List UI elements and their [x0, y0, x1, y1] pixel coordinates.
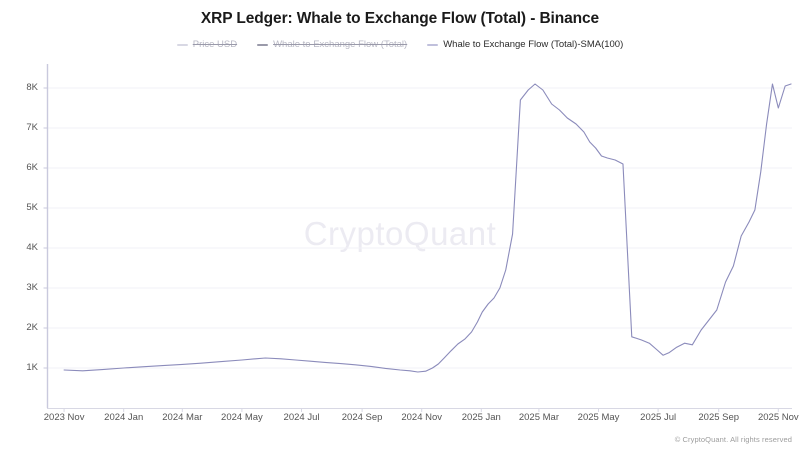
chart-title: XRP Ledger: Whale to Exchange Flow (Tota… — [200, 10, 600, 27]
series-line-whale-flow-sma — [63, 83, 792, 373]
y-axis-tick-label: 5K — [26, 202, 38, 213]
y-axis-tick-label: 7K — [26, 122, 38, 133]
y-axis-tick-label: 8K — [26, 82, 38, 93]
legend-item-price-usd[interactable]: Price USD — [176, 39, 238, 51]
x-axis-tick-label: 2024 Jul — [283, 412, 320, 423]
x-axis-tick-label: 2025 Sep — [698, 412, 740, 423]
x-axis-tick-label: 2024 Nov — [401, 412, 443, 423]
chart-legend: Price USD Whale to Exchange Flow (Total)… — [0, 39, 800, 51]
legend-item-whale-flow[interactable]: Whale to Exchange Flow (Total) — [257, 39, 407, 51]
x-axis-tick-label: 2024 Jan — [104, 412, 144, 423]
y-axis-tick-label: 6K — [26, 162, 38, 173]
y-axis-tick-label: 2K — [26, 322, 38, 333]
x-axis-tick-label: 2025 Mar — [518, 412, 560, 423]
x-axis-tick-label: 2024 Sep — [341, 412, 383, 423]
gridlines — [47, 87, 792, 369]
legend-label-whale-flow: Whale to Exchange Flow (Total) — [273, 39, 408, 50]
legend-item-whale-flow-sma[interactable]: Whale to Exchange Flow (Total)-SMA(100) — [427, 39, 623, 51]
legend-swatch-whale-flow-sma — [427, 44, 439, 46]
x-axis-tick-label: 2024 May — [221, 412, 263, 423]
x-axis-tick-label: 2025 Jan — [461, 412, 501, 423]
copyright-notice: © CryptoQuant. All rights reserved — [674, 435, 792, 444]
x-axis-tick-label: 2025 Nov — [757, 412, 799, 423]
x-axis-tick-label: 2024 Mar — [162, 412, 203, 423]
x-axis-tick-label: 2025 May — [577, 412, 620, 423]
x-axis-tick-label: 2025 Jul — [640, 412, 677, 423]
x-axis-tick-label: 2023 Nov — [43, 412, 85, 423]
legend-label-price-usd: Price USD — [192, 39, 238, 50]
axis-lines — [46, 64, 792, 409]
y-axis-tick-label: 3K — [26, 282, 38, 293]
axis-ticks — [43, 87, 779, 412]
legend-label-whale-flow-sma: Whale to Exchange Flow (Total)-SMA(100) — [443, 39, 624, 50]
legend-swatch-price-usd — [176, 44, 188, 46]
legend-swatch-whale-flow — [257, 44, 269, 46]
y-axis-tick-label: 4K — [26, 242, 38, 253]
y-axis-tick-label: 1K — [26, 362, 38, 373]
